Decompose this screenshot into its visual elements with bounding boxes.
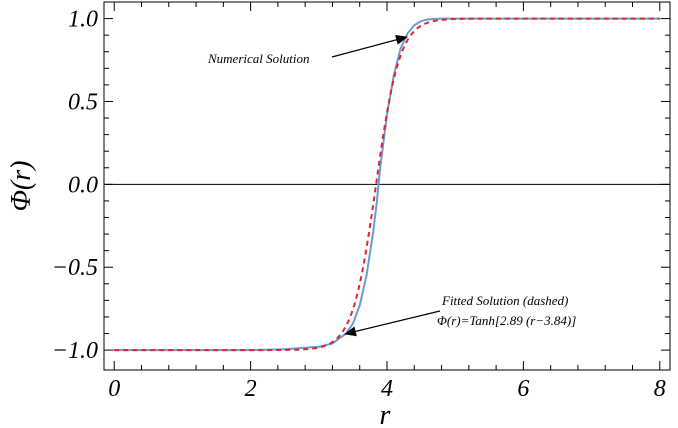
y-tick-label: −1.0: [52, 338, 98, 364]
annotation-numerical: Numerical Solution: [207, 51, 309, 66]
y-tick-label: 0.5: [68, 89, 98, 115]
y-tick-label: −0.5: [52, 255, 98, 281]
x-tick-label: 2: [245, 376, 257, 402]
series-layer: [113, 17, 661, 352]
y-tick-label: 1.0: [68, 7, 98, 33]
tick-labels: 0 2 4 6 8 1.0 0.5 0.0 −0.5 −1.0: [52, 7, 666, 402]
y-tick-label: 0.0: [68, 172, 98, 198]
series-line-1: [114, 17, 660, 352]
annotation-fitted-arrow: [344, 310, 441, 337]
x-tick-label: 6: [517, 376, 529, 402]
x-tick-label: 0: [108, 376, 120, 402]
annotation-numerical-arrow: [331, 35, 408, 58]
x-tick-label: 4: [381, 376, 393, 402]
x-tick-label: 8: [654, 376, 666, 402]
plot-frame: [103, 1, 671, 371]
ticks: [104, 2, 670, 370]
annotation-formula: Φ(r)=Tanh[2.89 (r−3.84)]: [437, 313, 576, 328]
y-axis-title: Φ(r): [6, 161, 37, 212]
annotation-fitted: Fitted Solution (dashed): [441, 293, 568, 308]
x-axis-title: r: [380, 400, 391, 428]
